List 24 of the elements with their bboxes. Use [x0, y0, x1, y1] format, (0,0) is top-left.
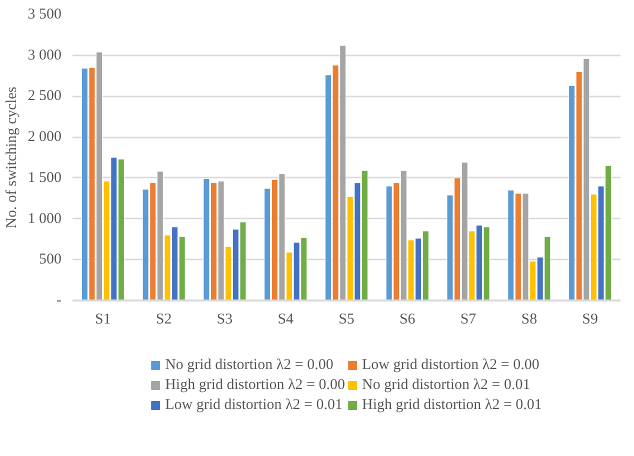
x-tick-label: S4 — [278, 312, 294, 328]
x-tick-label: S9 — [582, 312, 598, 328]
x-tick-label: S8 — [521, 312, 538, 328]
y-tick-label: 1 000 — [28, 210, 62, 227]
x-tick-label: S6 — [399, 312, 416, 328]
y-tick-label: - — [56, 292, 62, 308]
legend-label: Low grid distortion λ2 = 0.00 — [362, 356, 540, 374]
legend-label: No grid distortion λ2 = 0.01 — [362, 376, 530, 394]
legend-label: Low grid distortion λ2 = 0.01 — [165, 396, 342, 414]
y-axis-title: No. of switching cycles — [4, 86, 20, 228]
x-tick-label: S2 — [156, 312, 172, 328]
y-tick-label: 500 — [39, 252, 62, 268]
legend-label: High grid distortion λ2 = 0.01 — [362, 396, 542, 414]
y-tick-label: 1 500 — [28, 170, 62, 186]
y-tick-label: 2 000 — [28, 129, 62, 146]
x-tick-label: S3 — [216, 312, 233, 328]
x-tick-label: S5 — [338, 312, 354, 328]
y-tick-label: 3 500 — [28, 6, 62, 22]
x-tick-label: S7 — [460, 312, 477, 328]
y-tick-label: 3 000 — [28, 47, 62, 64]
legend-label: No grid distortion λ2 = 0.00 — [165, 356, 334, 374]
x-tick-label: S1 — [95, 312, 111, 328]
y-tick-label: 2 500 — [28, 88, 62, 104]
legend-label: High grid distortion λ2 = 0.00 — [165, 376, 345, 394]
